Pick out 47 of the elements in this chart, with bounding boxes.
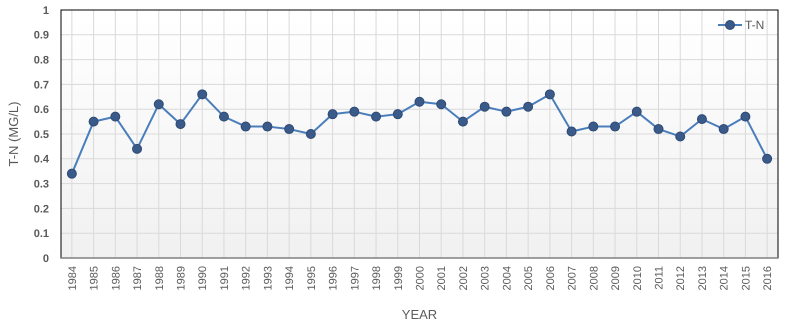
x-tick-label: 1997 bbox=[349, 266, 362, 290]
x-tick-label: 1992 bbox=[240, 266, 253, 290]
x-tick-label: 2006 bbox=[544, 266, 557, 290]
x-tick-label: 2009 bbox=[610, 266, 622, 290]
y-tick-label: 0.9 bbox=[34, 30, 49, 42]
x-tick-label: 1987 bbox=[132, 266, 144, 290]
y-tick-label: 0.4 bbox=[34, 154, 50, 166]
y-tick-label: 0.8 bbox=[34, 54, 49, 66]
x-tick-label: 2007 bbox=[566, 266, 579, 290]
x-tick-label: 1990 bbox=[197, 266, 210, 290]
legend-label: T-N bbox=[745, 18, 764, 32]
y-tick-label: 0.1 bbox=[34, 228, 49, 240]
x-tick-label: 1996 bbox=[328, 266, 340, 290]
x-tick-label: 1986 bbox=[110, 266, 122, 290]
x-tick-label: 1994 bbox=[284, 266, 296, 290]
x-tick-label: 2012 bbox=[675, 266, 688, 290]
y-tick-label: 0.2 bbox=[34, 203, 49, 216]
y-tick-label: 0.6 bbox=[34, 104, 49, 116]
x-axis-title: YEAR bbox=[402, 307, 438, 322]
x-tick-label: 2015 bbox=[740, 266, 752, 290]
y-tick-label: 0.3 bbox=[34, 178, 49, 190]
x-tick-label: 1999 bbox=[392, 266, 405, 290]
x-tick-label: 2008 bbox=[588, 266, 600, 290]
x-tick-label: 2004 bbox=[501, 266, 514, 290]
x-tick-label: 2000 bbox=[414, 266, 426, 290]
x-tick-label: 2013 bbox=[696, 266, 709, 290]
y-tick-label: 0.7 bbox=[34, 79, 49, 92]
x-tick-label: 2014 bbox=[718, 266, 731, 290]
x-tick-label: 1993 bbox=[262, 266, 274, 290]
y-axis-title: T-N (MG/L) bbox=[6, 102, 21, 166]
x-tick-label: 1988 bbox=[154, 266, 166, 290]
x-tick-label: 1991 bbox=[218, 266, 231, 290]
x-tick-label: 1985 bbox=[88, 266, 101, 290]
x-tick-label: 2003 bbox=[480, 266, 492, 290]
x-tick-label: 1998 bbox=[371, 266, 384, 290]
y-tick-label: 0.5 bbox=[34, 128, 49, 141]
y-tick-label: 0 bbox=[42, 252, 49, 265]
x-tick-label: 2010 bbox=[632, 266, 644, 290]
x-tick-label: 1984 bbox=[66, 266, 79, 290]
x-tick-label: 2005 bbox=[523, 266, 536, 290]
x-tick-label: 2001 bbox=[436, 266, 448, 290]
y-tick-label: 1 bbox=[42, 4, 49, 17]
x-tick-label: 1989 bbox=[176, 266, 188, 290]
x-tick-label: 2002 bbox=[458, 266, 470, 290]
x-tick-label: 2016 bbox=[762, 266, 774, 290]
x-tick-label: 2011 bbox=[654, 266, 666, 290]
x-tick-label: 1995 bbox=[306, 266, 318, 290]
